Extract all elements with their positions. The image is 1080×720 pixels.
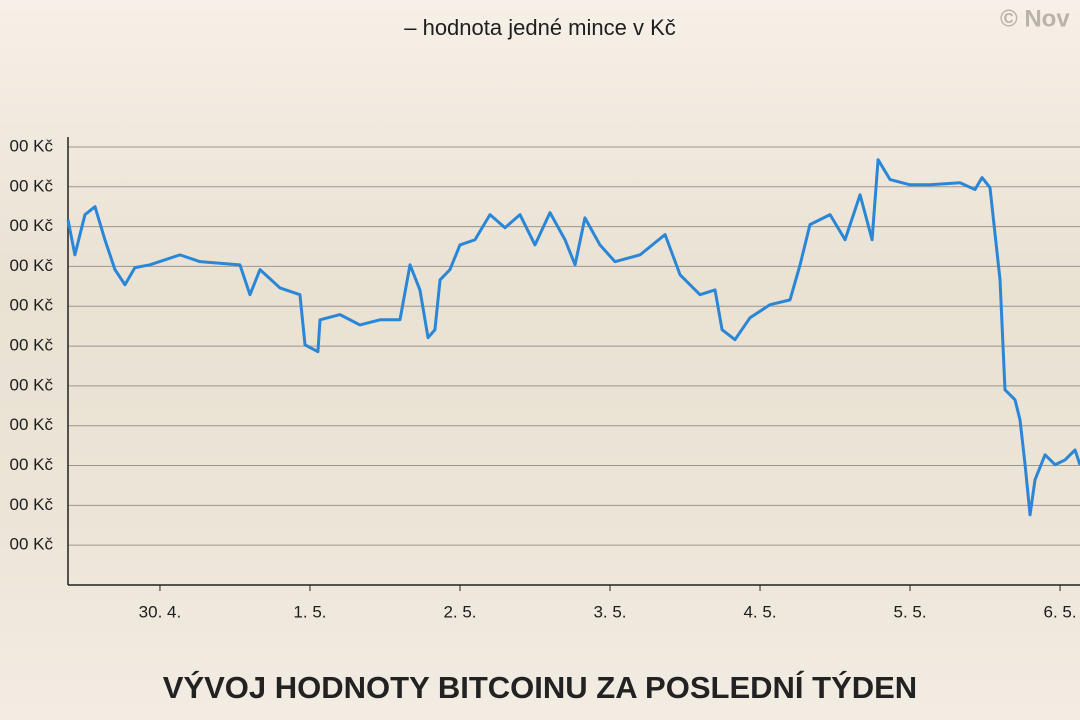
x-tick-label: 4. 5. (743, 602, 776, 621)
y-tick-label: 00 Kč (10, 136, 54, 155)
x-tick-label: 2. 5. (443, 602, 476, 621)
credit: © Nov (1000, 5, 1070, 32)
y-tick-label: 00 Kč (10, 256, 54, 275)
y-tick-label: 00 Kč (10, 495, 54, 514)
x-tick-label: 1. 5. (293, 602, 326, 621)
y-tick-label: 00 Kč (10, 296, 54, 315)
y-tick-label: 00 Kč (10, 375, 54, 394)
y-tick-label: 00 Kč (10, 176, 54, 195)
y-tick-label: 00 Kč (10, 535, 54, 554)
y-tick-label: 00 Kč (10, 336, 54, 355)
y-tick-label: 00 Kč (10, 216, 54, 235)
y-tick-label: 00 Kč (10, 415, 54, 434)
x-tick-label: 6. 5. (1044, 602, 1077, 621)
x-tick-label: 30. 4. (139, 602, 182, 621)
y-tick-label: 00 Kč (10, 455, 54, 474)
price-line (66, 158, 1080, 517)
x-tick-label: 3. 5. (593, 602, 626, 621)
x-tick-label: 5. 5. (893, 602, 926, 621)
chart-title: VÝVOJ HODNOTY BITCOINU ZA POSLEDNÍ TÝDEN (163, 670, 917, 705)
chart-subtitle: – hodnota jedné mince v Kč (404, 15, 676, 40)
